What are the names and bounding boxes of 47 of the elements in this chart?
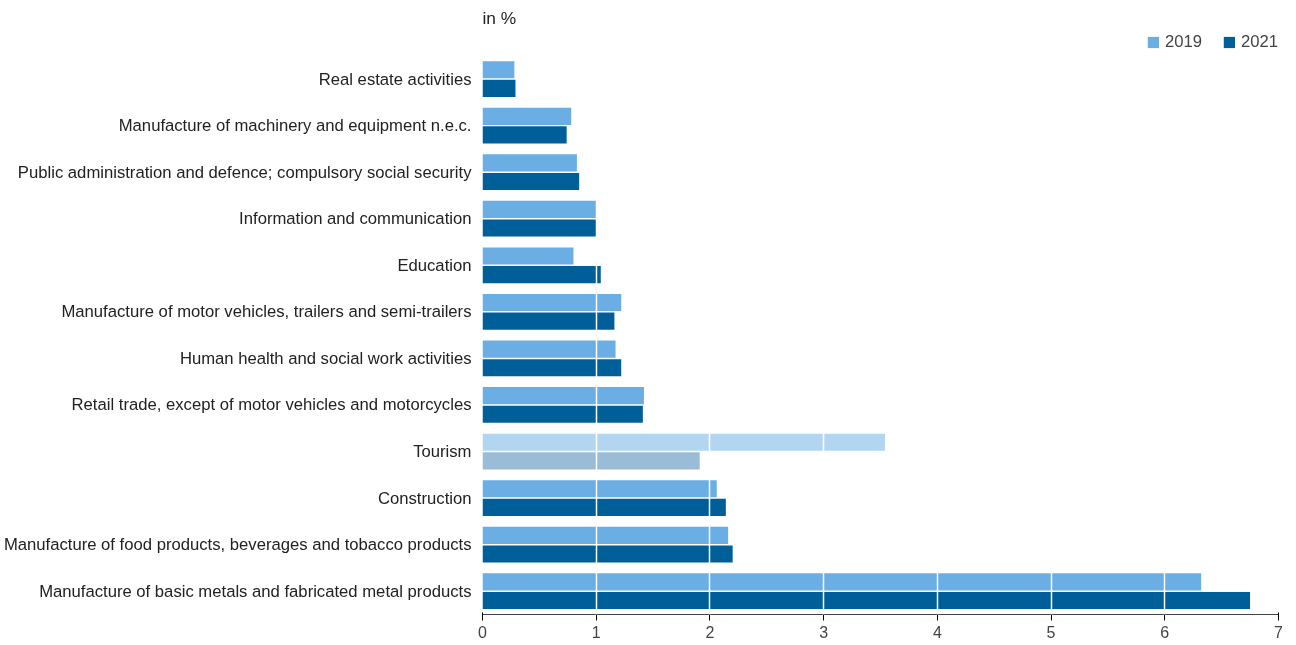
bar <box>482 545 733 563</box>
y-tick-label: Manufacture of basic metals and fabricated metal products <box>39 581 472 601</box>
bar <box>482 79 516 97</box>
bar <box>482 433 886 451</box>
y-tick-label: Retail trade, except of motor vehicles and motorcycles <box>71 395 472 415</box>
x-tick-label: 2 <box>705 623 715 641</box>
bar <box>482 312 615 330</box>
text: in % <box>482 7 517 28</box>
bar <box>482 293 622 312</box>
bar <box>482 498 726 516</box>
x-tick-label: 7 <box>1274 623 1284 641</box>
y-tick-label: Manufacture of motor vehicles, trailers and semi-trailers <box>61 302 472 322</box>
bar <box>482 480 717 498</box>
y-tick-label: Construction <box>378 488 472 508</box>
y-tick-label: Tourism <box>413 442 472 462</box>
y-tick-label: Manufacture of food products, beverages and tobacco products <box>3 535 472 555</box>
y-tick-label: Human health and social work activities <box>179 348 472 368</box>
y-tick-label: Education <box>397 255 472 275</box>
bar <box>482 340 616 358</box>
bar <box>482 573 1202 591</box>
bar <box>482 405 643 423</box>
bar <box>482 452 700 470</box>
bar <box>482 359 622 377</box>
bar <box>482 107 572 125</box>
x-tick-label: 5 <box>1046 623 1056 641</box>
bar <box>482 154 577 172</box>
bar <box>482 266 601 284</box>
x-tick-label: 6 <box>1160 623 1170 641</box>
x-tick-label: 0 <box>478 623 488 641</box>
legend-label: 2019 <box>1164 32 1202 52</box>
bar <box>482 526 729 544</box>
x-tick-label: 4 <box>932 623 942 641</box>
y-tick-label: Real estate activities <box>318 69 472 89</box>
x-tick-label: 3 <box>819 623 829 641</box>
y-tick-label: Manufacture of machinery and equipment n.e.c. <box>118 116 472 136</box>
bar <box>482 61 515 79</box>
bar <box>482 387 644 405</box>
x-tick-label: 1 <box>591 623 601 641</box>
bar <box>482 126 567 144</box>
bar <box>482 591 1251 610</box>
bar <box>482 200 597 218</box>
legend-label: 2021 <box>1240 32 1278 52</box>
bar <box>482 247 574 265</box>
bar <box>482 219 597 237</box>
y-tick-label: Information and communication <box>239 209 472 229</box>
y-tick-label: Public administration and defence; compulsory social security <box>17 162 473 182</box>
bar <box>482 172 580 191</box>
